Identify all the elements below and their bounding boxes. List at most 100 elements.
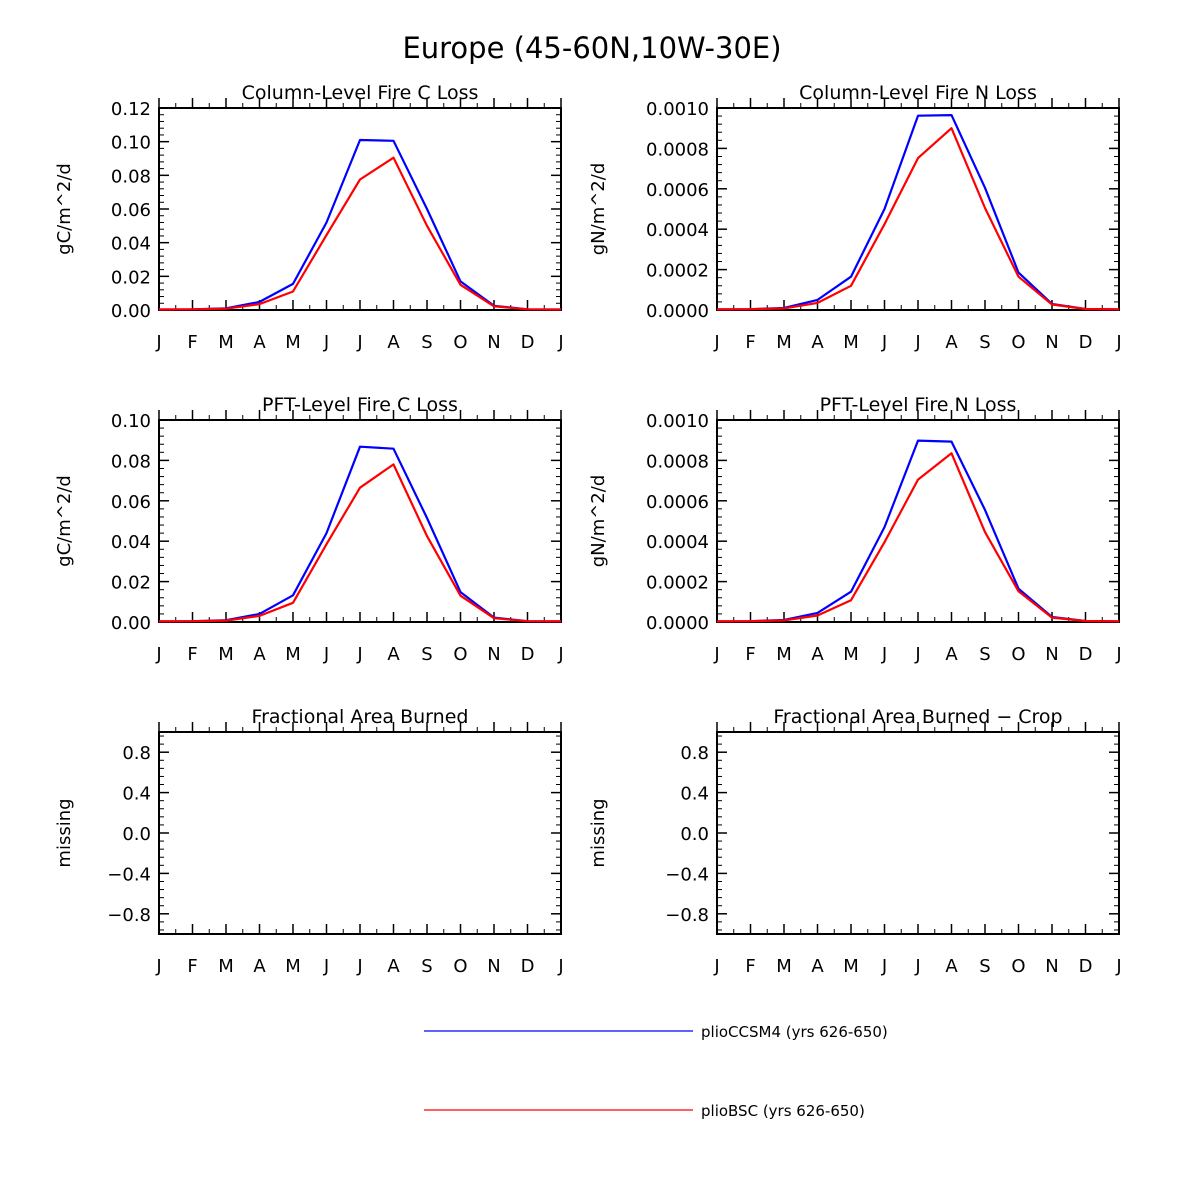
- y-tick-label: 0.0002: [646, 573, 709, 594]
- x-tick-label: M: [843, 644, 859, 665]
- x-tick-label: N: [1045, 332, 1058, 353]
- y-tick-label: 0.4: [680, 784, 709, 805]
- y-axis-label: gC/m^2/d: [54, 163, 75, 255]
- panel-2: J F M A M J J A S O N D J0.00000.00020.00040.00060.0…: [588, 82, 1122, 353]
- x-tick-label: J: [323, 644, 329, 665]
- x-tick-label: J: [914, 956, 920, 977]
- x-tick-label: A: [945, 644, 958, 665]
- panel-title: Fractional Area Burned: [252, 706, 469, 728]
- series-line-pliocCSM4: [158, 445, 562, 623]
- y-tick-label: −0.8: [665, 905, 709, 926]
- series-line-pliobsc: [158, 156, 562, 311]
- x-tick-label: M: [776, 332, 792, 353]
- x-tick-label: F: [187, 332, 197, 353]
- x-tick-label: F: [187, 644, 197, 665]
- x-tick-label: J: [881, 956, 887, 977]
- y-tick-label: 0.0: [122, 824, 151, 845]
- x-tick-label: A: [811, 956, 824, 977]
- legend: plioCCSM4 (yrs 626-650) plioBSC (yrs 626-…: [424, 1023, 888, 1120]
- x-tick-label: J: [557, 332, 563, 353]
- x-tick-label: M: [843, 332, 859, 353]
- x-tick-label: N: [1045, 644, 1058, 665]
- x-tick-label: A: [387, 956, 400, 977]
- x-tick-label: J: [356, 332, 362, 353]
- y-tick-label: 0.0004: [646, 220, 709, 241]
- x-tick-label: J: [713, 956, 719, 977]
- figure-title: Europe (45-60N,10W-30E): [402, 31, 781, 65]
- x-tick-label: N: [487, 332, 500, 353]
- x-tick-label: S: [421, 644, 432, 665]
- x-tick-label: J: [1115, 644, 1121, 665]
- x-tick-label: D: [521, 332, 535, 353]
- x-tick-label: O: [453, 332, 467, 353]
- x-tick-label: J: [881, 644, 887, 665]
- x-tick-label: O: [1011, 644, 1025, 665]
- x-tick-label: S: [979, 332, 990, 353]
- x-tick-label: M: [285, 956, 301, 977]
- x-tick-label: J: [155, 644, 161, 665]
- series-line-pliobsc: [716, 452, 1120, 623]
- y-tick-label: 0.06: [111, 200, 151, 221]
- panel-title: PFT-Level Fire C Loss: [262, 394, 458, 416]
- x-tick-label: A: [945, 956, 958, 977]
- series-line-pliocCSM4: [716, 113, 1120, 311]
- x-tick-label: D: [521, 956, 535, 977]
- y-tick-label: 0.0002: [646, 261, 709, 282]
- y-tick-label: 0.08: [111, 451, 151, 472]
- y-tick-label: 0.0000: [646, 613, 709, 634]
- series-line-pliocCSM4: [716, 439, 1120, 623]
- x-tick-label: O: [1011, 332, 1025, 353]
- y-tick-label: 0.02: [111, 267, 151, 288]
- y-tick-label: −0.4: [665, 864, 709, 885]
- x-tick-label: J: [713, 644, 719, 665]
- y-tick-label: 0.00: [111, 613, 151, 634]
- x-tick-label: J: [557, 956, 563, 977]
- y-tick-label: 0.0000: [646, 301, 709, 322]
- x-tick-label: D: [1079, 332, 1093, 353]
- x-tick-label: M: [776, 644, 792, 665]
- x-tick-label: A: [387, 332, 400, 353]
- panel-4: J F M A M J J A S O N D J0.00000.00020.00040.00060.0…: [588, 394, 1122, 665]
- x-tick-label: F: [745, 332, 755, 353]
- x-tick-label: F: [745, 644, 755, 665]
- x-tick-label: D: [1079, 956, 1093, 977]
- y-tick-label: 0.02: [111, 573, 151, 594]
- x-tick-label: A: [253, 956, 266, 977]
- y-tick-label: 0.0006: [646, 180, 709, 201]
- x-tick-label: S: [421, 956, 432, 977]
- panel-3: J F M A M J J A S O N D J0.000.020.040.060.080.10PFT…: [54, 394, 564, 665]
- y-tick-label: 0.0004: [646, 532, 709, 553]
- x-tick-label: A: [811, 644, 824, 665]
- x-tick-label: O: [1011, 956, 1025, 977]
- y-tick-label: 0.10: [111, 411, 151, 432]
- x-tick-label: F: [745, 956, 755, 977]
- x-tick-label: M: [218, 332, 234, 353]
- x-tick-label: J: [323, 956, 329, 977]
- x-tick-label: D: [1079, 644, 1093, 665]
- panel-title: Column-Level Fire N Loss: [799, 82, 1037, 104]
- x-tick-label: M: [776, 956, 792, 977]
- x-tick-label: M: [218, 956, 234, 977]
- x-tick-label: A: [387, 644, 400, 665]
- x-tick-label: M: [218, 644, 234, 665]
- y-tick-label: −0.8: [107, 905, 151, 926]
- x-tick-label: S: [421, 332, 432, 353]
- panel-5: J F M A M J J A S O N D J−0.8−0.40.00.40.8Fractional…: [54, 706, 564, 977]
- y-tick-label: 0.04: [111, 234, 151, 255]
- y-axis-label: gN/m^2/d: [588, 475, 609, 568]
- x-tick-label: F: [187, 956, 197, 977]
- y-tick-label: 0.8: [122, 743, 151, 764]
- y-tick-label: 0.0010: [646, 411, 709, 432]
- y-axis-label: gC/m^2/d: [54, 475, 75, 567]
- x-tick-label: D: [521, 644, 535, 665]
- x-tick-label: J: [914, 644, 920, 665]
- series-line-pliobsc: [158, 463, 562, 623]
- y-tick-label: 0.04: [111, 532, 151, 553]
- panel-title: PFT-Level Fire N Loss: [820, 394, 1017, 416]
- x-tick-label: J: [1115, 332, 1121, 353]
- y-tick-label: 0.0006: [646, 492, 709, 513]
- x-tick-label: M: [285, 644, 301, 665]
- plot-frame: [716, 731, 1120, 935]
- x-tick-label: J: [881, 332, 887, 353]
